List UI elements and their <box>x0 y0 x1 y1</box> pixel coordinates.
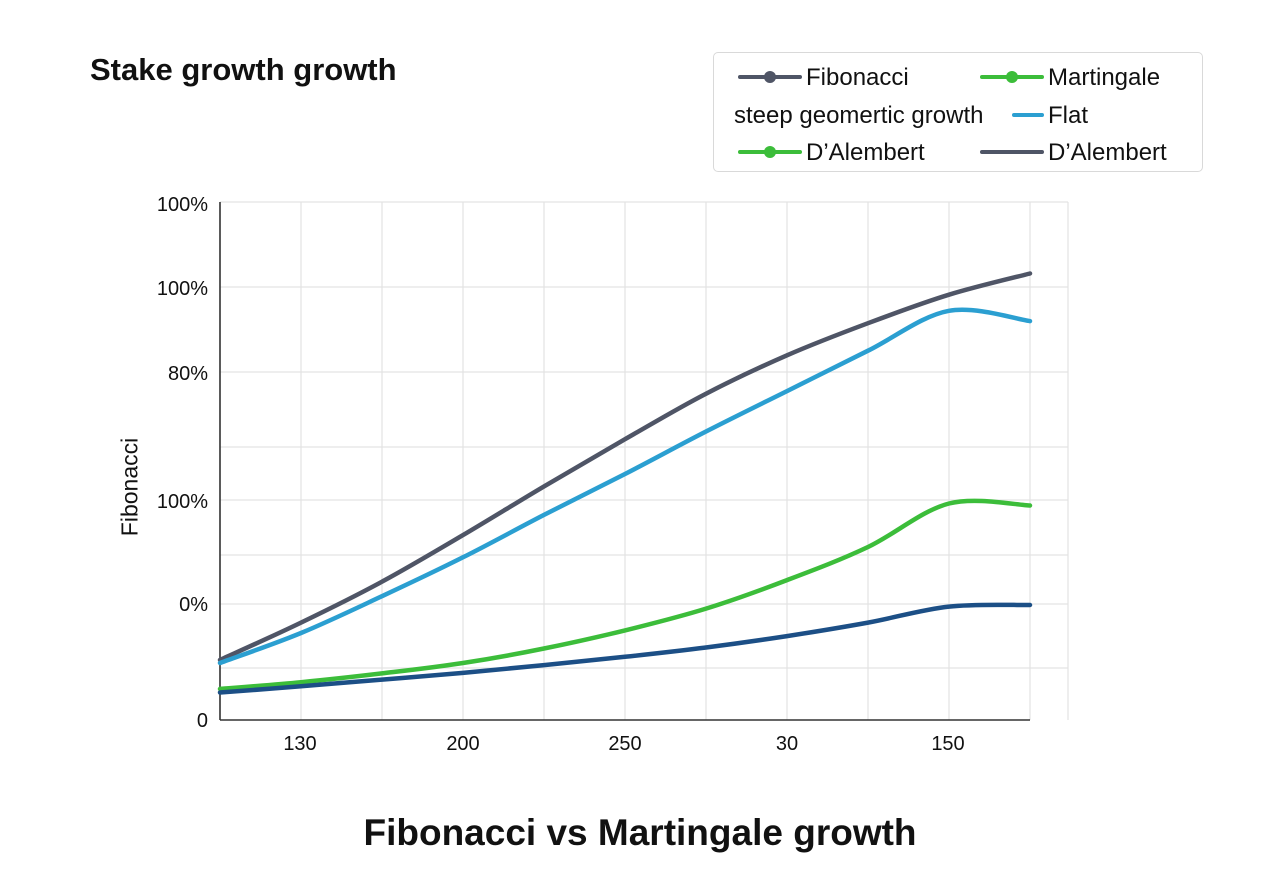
y-tick-label: 100% <box>157 194 208 216</box>
y-tick-label: 100% <box>157 278 208 300</box>
y-tick-label: 80% <box>168 363 208 385</box>
axes <box>219 202 1030 721</box>
x-tick-label: 250 <box>608 733 641 755</box>
series-line-3 <box>217 602 1033 695</box>
x-tick-label: 150 <box>931 733 964 755</box>
legend-swatch-marker <box>1006 71 1018 83</box>
legend-label-dalembert-green: D’Alembert <box>806 139 925 166</box>
legend-label-flat: Flat <box>1048 102 1089 129</box>
legend-label-fibonacci: Fibonacci <box>806 64 909 91</box>
grid <box>219 201 1069 720</box>
y-tick-label: 0% <box>179 594 208 616</box>
tick-labels: 100% 100% 80% 100% 0% 0 130 200 250 30 150 <box>157 194 965 755</box>
x-tick-label: 130 <box>283 733 316 755</box>
series-line-1 <box>217 307 1033 666</box>
chart-title: Stake growth growth <box>90 52 397 87</box>
y-tick-label: 0 <box>197 710 208 732</box>
chart-subtitle: Fibonacci vs Martingale growth <box>363 812 917 853</box>
series-line-0 <box>217 271 1033 663</box>
series-line-2 <box>217 498 1033 692</box>
legend-label-steep-growth: steep geomertic growth <box>734 102 984 129</box>
x-tick-label: 30 <box>776 733 798 755</box>
legend-label-martingale: Martingale <box>1048 64 1161 91</box>
legend-swatches <box>738 71 1044 158</box>
series-lines <box>217 271 1033 695</box>
legend: Fibonacci Martingale steep geomertic gro… <box>713 52 1203 172</box>
legend-label-dalembert-gray: D’Alembert <box>1048 139 1167 166</box>
legend-swatch-marker <box>764 146 776 158</box>
y-tick-label: 100% <box>157 491 208 513</box>
x-tick-label: 200 <box>446 733 479 755</box>
legend-swatch-marker <box>764 71 776 83</box>
